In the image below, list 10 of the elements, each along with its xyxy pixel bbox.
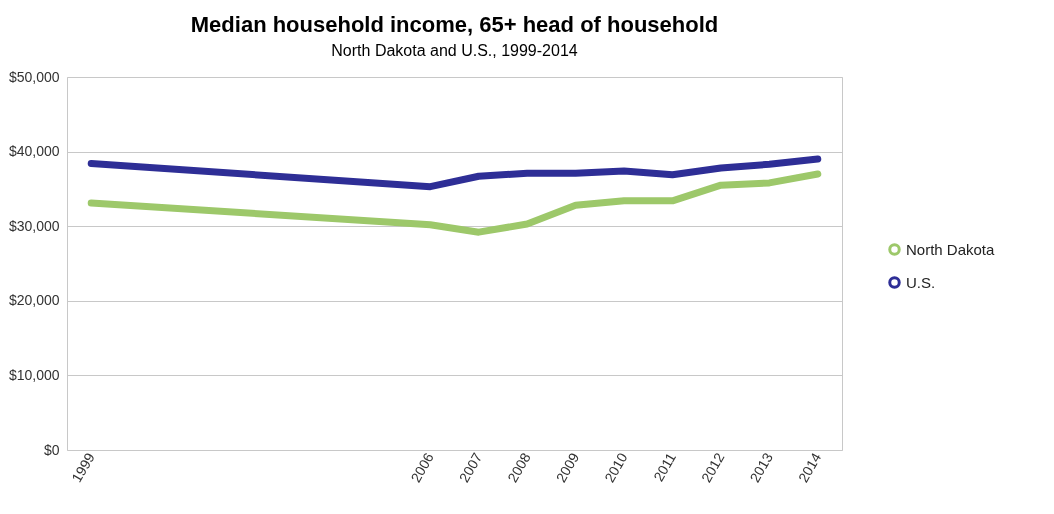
chart-subtitle: North Dakota and U.S., 1999-2014 — [331, 42, 578, 59]
y-tick-label: $40,000 — [8, 143, 60, 160]
y-tick-label: $50,000 — [8, 68, 60, 85]
legend-label: North Dakota — [906, 240, 996, 258]
chart-title: Median household income, 65+ head of household — [190, 12, 719, 37]
y-tick-label: $30,000 — [8, 217, 60, 234]
y-tick-label: $10,000 — [8, 366, 60, 383]
y-tick-label: $0 — [43, 441, 60, 458]
legend-label: U.S. — [906, 273, 936, 291]
y-tick-label: $20,000 — [8, 292, 60, 309]
